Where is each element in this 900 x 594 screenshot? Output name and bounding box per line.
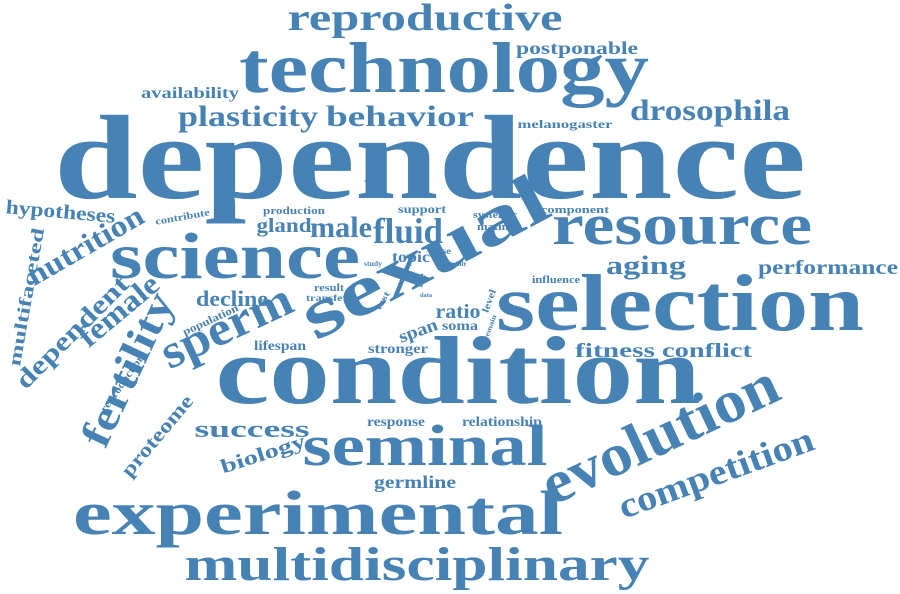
word-melanogaster: melanogaster xyxy=(518,117,614,131)
word-technology: technology xyxy=(239,28,649,108)
word-resource: resource xyxy=(552,192,812,257)
word-data: data xyxy=(420,293,432,299)
word-decline: decline xyxy=(196,286,268,311)
word-topic: topic xyxy=(392,249,430,266)
word-selection: selection xyxy=(496,260,864,348)
word-unknown: unknown xyxy=(362,146,376,197)
word-ratio: ratio xyxy=(436,301,481,323)
word-plasticity: plasticity xyxy=(178,100,318,133)
word-soma: soma xyxy=(442,319,478,334)
word-mating: mating xyxy=(477,222,515,233)
word-influence: influence xyxy=(532,275,581,286)
word-aging: aging xyxy=(606,251,686,280)
word-behavior: behavior xyxy=(326,100,474,133)
word-fluid: fluid xyxy=(373,211,443,251)
word-condition: condition xyxy=(216,317,701,424)
word-adult: adult xyxy=(450,262,466,268)
word-reproductive: reproductive xyxy=(288,0,563,39)
word-success: success xyxy=(195,417,310,443)
word-multidisciplinary: multidisciplinary xyxy=(185,538,650,591)
word-fitness: fitness xyxy=(575,340,655,362)
word-seminal: seminal xyxy=(303,413,548,478)
word-lifespan: lifespan xyxy=(254,339,306,354)
word-gland: gland xyxy=(257,215,312,237)
word-dependence: dependence xyxy=(54,91,806,224)
word-life: life xyxy=(413,272,428,289)
word-germline: germline xyxy=(374,472,456,492)
word-support: support xyxy=(398,202,446,216)
word-male: male xyxy=(310,211,372,244)
word-relationship: relationship xyxy=(462,415,542,430)
word-conflict: conflict xyxy=(662,340,752,362)
word-science: science xyxy=(110,220,360,293)
word-systemic: systemic xyxy=(473,210,518,221)
word-transfer: transfer xyxy=(306,293,348,303)
word-effect: effect xyxy=(388,266,407,274)
word-performance: performance xyxy=(758,257,898,279)
word-result: result xyxy=(314,282,344,294)
word-production: production xyxy=(263,205,325,217)
word-component: component xyxy=(541,204,609,216)
word-response: response xyxy=(367,415,425,430)
word-study: study xyxy=(364,260,383,268)
word-drosophila: drosophila xyxy=(630,94,790,127)
word-stronger: stronger xyxy=(368,342,428,357)
word-postponable: postponable xyxy=(516,38,638,58)
word-availability: availability xyxy=(141,85,239,102)
word-experimental: experimental xyxy=(73,480,563,548)
word-arise: arise xyxy=(429,246,451,256)
